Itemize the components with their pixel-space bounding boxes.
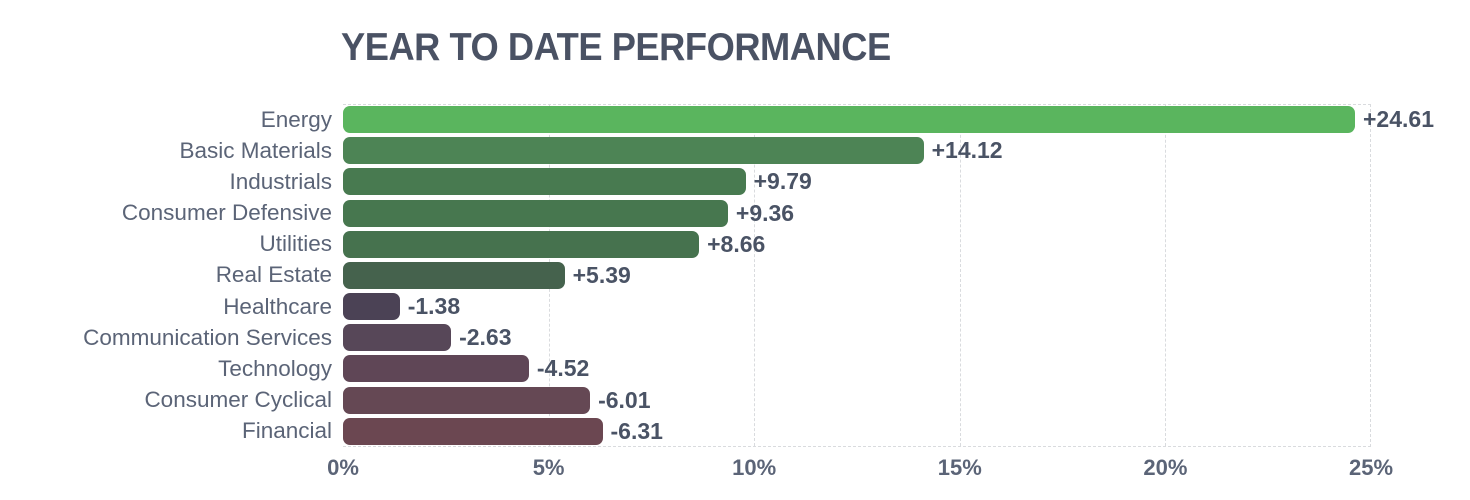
chart-row: Energy +24.61 xyxy=(261,104,1470,135)
category-label: Energy xyxy=(260,106,332,132)
chart-row: Consumer Defensive +9.36 xyxy=(122,198,1470,229)
bar[interactable] xyxy=(343,199,728,227)
value-label: +5.39 xyxy=(572,261,631,288)
chart-row: Communication Services -2.63 xyxy=(83,322,1470,353)
value-label: -1.38 xyxy=(407,293,461,320)
value-label: +9.36 xyxy=(735,199,795,226)
chart-row: Utilities +8.66 xyxy=(259,229,1470,260)
category-label: Communication Services xyxy=(83,324,332,350)
category-label: Technology xyxy=(218,355,332,381)
bar[interactable] xyxy=(343,106,1355,134)
bar[interactable] xyxy=(343,168,746,196)
category-label: Financial xyxy=(241,418,332,444)
chart-row: Healthcare -1.38 xyxy=(223,291,1470,322)
x-tick-label: 10% xyxy=(732,455,777,480)
category-label: Real Estate xyxy=(215,262,332,288)
category-label: Utilities xyxy=(259,231,332,257)
category-label: Healthcare xyxy=(223,293,332,319)
bar[interactable] xyxy=(343,137,924,165)
value-label: -6.01 xyxy=(598,386,651,413)
x-tick-label: 20% xyxy=(1143,455,1188,480)
category-label: Industrials xyxy=(229,168,332,194)
bar[interactable] xyxy=(343,324,452,352)
chart-row: Financial -6.31 xyxy=(242,416,1470,447)
value-label: +14.12 xyxy=(931,137,1003,164)
gridline-15pct xyxy=(959,105,961,446)
category-label: Consumer Cyclical xyxy=(144,387,332,413)
value-label: -4.52 xyxy=(536,355,590,382)
gridline-10pct xyxy=(754,105,756,446)
gridline-20pct xyxy=(1165,105,1167,446)
value-label: -6.31 xyxy=(610,417,663,444)
chart-row: Consumer Cyclical -6.01 xyxy=(144,385,1470,416)
x-tick-label: 5% xyxy=(532,455,565,480)
x-tick-label: 0% xyxy=(327,455,359,480)
bar[interactable] xyxy=(343,261,565,289)
chart-row: Real Estate +5.39 xyxy=(216,260,1470,291)
category-label: Basic Materials xyxy=(179,137,332,163)
x-tick-label: 25% xyxy=(1348,455,1394,480)
chart-row: Technology -4.52 xyxy=(218,353,1470,384)
x-tick-label: 15% xyxy=(937,455,982,480)
bar[interactable] xyxy=(343,355,529,383)
value-label: +24.61 xyxy=(1363,106,1434,133)
value-label: +8.66 xyxy=(707,230,766,257)
bar[interactable] xyxy=(343,230,700,258)
chart-row: Industrials +9.79 xyxy=(229,166,1470,197)
bar[interactable] xyxy=(343,293,400,321)
value-label: +9.79 xyxy=(753,168,812,195)
value-label: -2.63 xyxy=(459,324,512,351)
bar[interactable] xyxy=(343,386,591,414)
chart-title: YEAR TO DATE PERFORMANCE xyxy=(341,26,891,69)
category-label: Consumer Defensive xyxy=(121,200,332,226)
bar[interactable] xyxy=(343,417,603,445)
chart-row: Basic Materials +14.12 xyxy=(179,135,1470,166)
x-axis: 0% 5% 10% 15% 20% 25% xyxy=(327,453,1393,487)
bar-rows: Energy +24.61 Basic Materials +14.12 Industr… xyxy=(83,104,1470,447)
